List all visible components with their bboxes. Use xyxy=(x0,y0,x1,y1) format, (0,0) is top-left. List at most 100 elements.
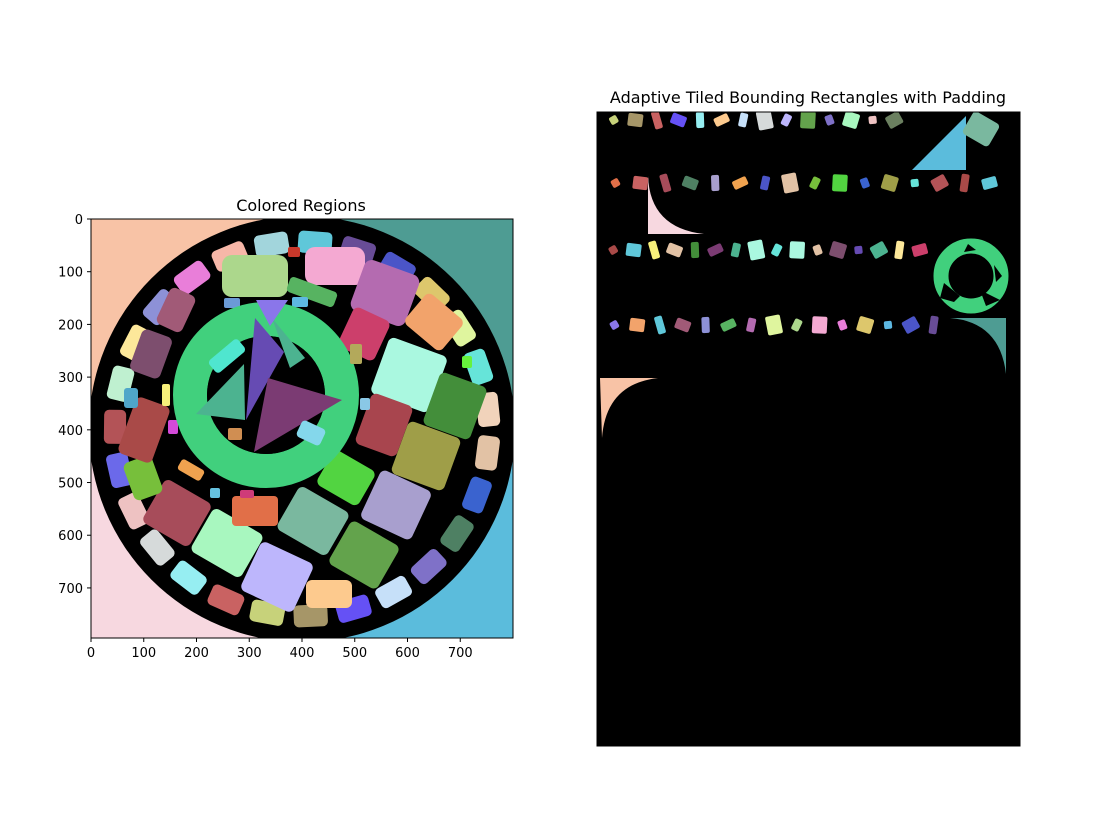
right-image xyxy=(597,112,1020,746)
region xyxy=(208,339,246,373)
region-tile xyxy=(901,316,920,334)
region-tile xyxy=(730,242,741,258)
left-y-ticks: 0 100 200 300 400 500 600 700 xyxy=(58,213,91,597)
region xyxy=(143,480,211,546)
y-tick-label: 600 xyxy=(58,529,83,544)
region-tile xyxy=(760,175,771,191)
tile-row-2 xyxy=(610,172,998,194)
region xyxy=(306,580,352,608)
region-tile xyxy=(868,115,877,125)
region xyxy=(286,277,338,307)
region-tile xyxy=(755,112,774,131)
region-tile xyxy=(173,260,211,295)
region xyxy=(228,428,242,440)
region-tile xyxy=(659,173,672,193)
region-tile xyxy=(911,243,928,257)
right-axes-frame xyxy=(596,111,1021,747)
region-tile xyxy=(625,242,642,258)
region-tile xyxy=(711,174,720,192)
region xyxy=(224,298,240,308)
left-x-ticks: 0 100 200 300 400 500 600 700 xyxy=(87,638,473,661)
region xyxy=(292,297,308,307)
region-tile xyxy=(789,241,805,259)
region-tile xyxy=(910,178,919,188)
region-tile xyxy=(629,317,646,333)
right-background xyxy=(597,112,1020,746)
region-tile xyxy=(293,604,328,628)
region-tile xyxy=(207,584,245,616)
region xyxy=(177,459,205,481)
y-tick-label: 500 xyxy=(58,477,83,492)
region-tile xyxy=(690,241,700,259)
region-tile xyxy=(811,316,828,334)
region-tile xyxy=(962,112,1000,147)
region xyxy=(371,337,447,413)
x-tick-label: 200 xyxy=(184,646,209,661)
region xyxy=(196,364,245,420)
region xyxy=(256,300,288,326)
region-tile xyxy=(713,113,730,127)
region-tile xyxy=(781,172,799,194)
region xyxy=(254,378,342,452)
region xyxy=(156,287,196,333)
region xyxy=(191,509,263,577)
y-tick-label: 300 xyxy=(58,371,83,386)
quarter-piece-peach xyxy=(600,378,658,438)
region-tile xyxy=(608,245,618,255)
tile-row-3 xyxy=(608,239,928,261)
region-tile xyxy=(253,231,290,258)
region-tile xyxy=(856,316,875,334)
region-tile xyxy=(771,243,783,257)
region-tile xyxy=(981,176,998,190)
x-tick-label: 100 xyxy=(131,646,156,661)
region-tile xyxy=(648,240,660,260)
left-image xyxy=(91,219,513,638)
x-tick-label: 400 xyxy=(290,646,315,661)
region-tile xyxy=(883,320,893,330)
region-tile xyxy=(651,112,663,130)
quarter-piece-blue-fill xyxy=(912,116,966,170)
region-tile xyxy=(701,316,710,334)
region-tile xyxy=(627,112,644,128)
region xyxy=(296,420,326,446)
region-tile xyxy=(842,112,860,129)
region-tile xyxy=(854,245,863,255)
region-tile xyxy=(609,115,619,125)
region-tile xyxy=(609,320,620,330)
region-tile xyxy=(928,315,939,335)
tile-row-4 xyxy=(609,314,939,336)
region-tile xyxy=(885,112,904,129)
region-tile xyxy=(106,451,134,488)
y-tick-label: 400 xyxy=(58,424,83,439)
region xyxy=(361,470,431,540)
region xyxy=(355,393,413,457)
region-tile xyxy=(894,240,905,260)
region xyxy=(423,372,487,440)
region-tile xyxy=(674,317,692,333)
region-tile xyxy=(746,317,757,333)
region-tile xyxy=(610,178,621,188)
region xyxy=(350,259,420,327)
region-tile xyxy=(869,241,888,259)
region-tile xyxy=(474,435,500,471)
region-tile xyxy=(824,114,835,126)
region-tile xyxy=(695,112,705,129)
x-tick-label: 600 xyxy=(395,646,420,661)
y-tick-label: 200 xyxy=(58,318,83,333)
region-tile xyxy=(681,175,699,191)
region xyxy=(124,388,138,408)
region-tile xyxy=(780,113,792,127)
region-tile xyxy=(654,315,666,335)
region xyxy=(462,356,472,368)
region xyxy=(305,247,365,285)
region xyxy=(246,318,284,420)
region-tile xyxy=(462,476,492,514)
region-tile xyxy=(859,177,870,189)
right-title: Adaptive Tiled Bounding Rectangles with … xyxy=(610,88,1006,107)
y-tick-label: 100 xyxy=(58,266,83,281)
region xyxy=(391,421,461,491)
y-tick-label: 0 xyxy=(75,213,83,228)
y-tick-label: 700 xyxy=(58,582,83,597)
tile-row-1 xyxy=(609,112,904,131)
region-tile xyxy=(832,174,848,192)
